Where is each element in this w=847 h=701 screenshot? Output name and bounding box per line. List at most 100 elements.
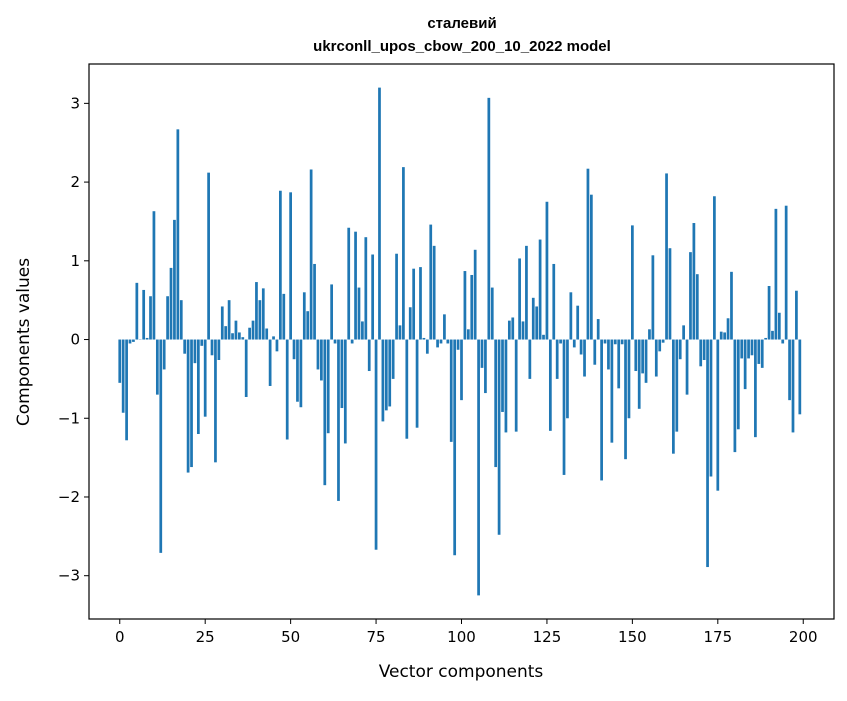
- bar-20: [187, 340, 190, 473]
- bar-194: [781, 340, 784, 344]
- bar-60: [323, 340, 326, 486]
- bar-118: [522, 321, 525, 339]
- bar-98: [453, 340, 456, 556]
- bar-136: [583, 340, 586, 377]
- bar-9: [149, 296, 152, 339]
- bar-191: [771, 331, 774, 340]
- x-axis-label: Vector components: [379, 662, 544, 682]
- bar-18: [180, 300, 183, 339]
- bar-152: [638, 340, 641, 409]
- bar-12: [159, 340, 162, 553]
- bar-34: [235, 321, 238, 340]
- bar-32: [228, 300, 231, 339]
- x-tick-label: 0: [115, 628, 125, 646]
- bar-72: [364, 237, 367, 339]
- bar-166: [686, 340, 689, 395]
- y-tick-label: 1: [70, 252, 80, 270]
- bar-101: [464, 271, 467, 339]
- bar-157: [655, 340, 658, 377]
- bar-77: [382, 340, 385, 422]
- bar-14: [166, 296, 169, 339]
- bar-66: [344, 340, 347, 444]
- bar-96: [446, 340, 449, 344]
- bar-50: [289, 192, 292, 339]
- bar-182: [740, 340, 743, 359]
- bar-137: [587, 169, 590, 340]
- bar-143: [607, 340, 610, 370]
- bar-76: [378, 88, 381, 340]
- bar-189: [764, 338, 767, 340]
- bar-74: [371, 255, 374, 340]
- bar-11: [156, 340, 159, 395]
- bar-179: [730, 272, 733, 340]
- bar-48: [282, 294, 285, 340]
- bar-63: [334, 340, 337, 344]
- bar-105: [477, 340, 480, 596]
- bar-175: [716, 340, 719, 491]
- bar-19: [183, 340, 186, 354]
- bar-164: [679, 340, 682, 360]
- bar-92: [433, 246, 436, 340]
- bar-5: [135, 283, 138, 340]
- bar-81: [395, 254, 398, 340]
- bar-16: [173, 220, 176, 340]
- bar-159: [662, 340, 665, 343]
- bar-156: [652, 255, 655, 339]
- bar-2: [125, 340, 128, 441]
- bar-106: [481, 340, 484, 368]
- bar-135: [580, 340, 583, 355]
- bar-104: [474, 250, 477, 340]
- x-tick-label: 200: [789, 628, 818, 646]
- bar-140: [597, 319, 600, 339]
- bar-47: [279, 191, 282, 340]
- bar-40: [255, 282, 258, 339]
- bar-165: [682, 325, 685, 339]
- bar-54: [303, 292, 306, 339]
- bar-129: [559, 340, 562, 344]
- chart-title-line-2: ukrconll_upos_cbow_200_10_2022 model: [313, 38, 611, 55]
- bar-185: [751, 340, 754, 356]
- bar-45: [272, 336, 275, 339]
- bar-160: [665, 173, 668, 339]
- bar-75: [375, 340, 378, 550]
- bar-58: [317, 340, 320, 370]
- bar-100: [460, 340, 463, 401]
- x-tick-label: 25: [196, 628, 215, 646]
- bar-80: [392, 340, 395, 379]
- bar-10: [153, 211, 156, 339]
- bar-61: [327, 340, 330, 434]
- x-tick-label: 100: [447, 628, 476, 646]
- bar-139: [593, 340, 596, 365]
- bar-41: [259, 300, 262, 339]
- bar-22: [194, 340, 197, 364]
- bar-130: [563, 340, 566, 475]
- bar-122: [535, 306, 538, 339]
- bar-147: [621, 340, 624, 345]
- bar-111: [498, 340, 501, 535]
- bar-79: [388, 340, 391, 407]
- y-tick-label: −3: [58, 567, 80, 585]
- bar-8: [146, 338, 149, 340]
- bar-43: [265, 329, 268, 340]
- x-tick-label: 150: [618, 628, 647, 646]
- bar-155: [648, 329, 651, 339]
- bar-133: [573, 340, 576, 348]
- bar-127: [552, 264, 555, 340]
- bar-4: [132, 340, 135, 342]
- bar-174: [713, 196, 716, 339]
- bar-65: [341, 340, 344, 408]
- bar-188: [761, 340, 764, 368]
- bar-21: [190, 340, 193, 468]
- y-tick-label: −2: [58, 488, 80, 506]
- bar-109: [491, 288, 494, 340]
- chart-title: сталевий ukrconll_upos_cbow_200_10_2022 …: [313, 15, 611, 55]
- bar-131: [566, 340, 569, 419]
- bar-146: [617, 340, 620, 389]
- bar-38: [248, 328, 251, 340]
- bar-88: [419, 267, 422, 339]
- bar-70: [358, 288, 361, 340]
- bar-115: [511, 317, 514, 339]
